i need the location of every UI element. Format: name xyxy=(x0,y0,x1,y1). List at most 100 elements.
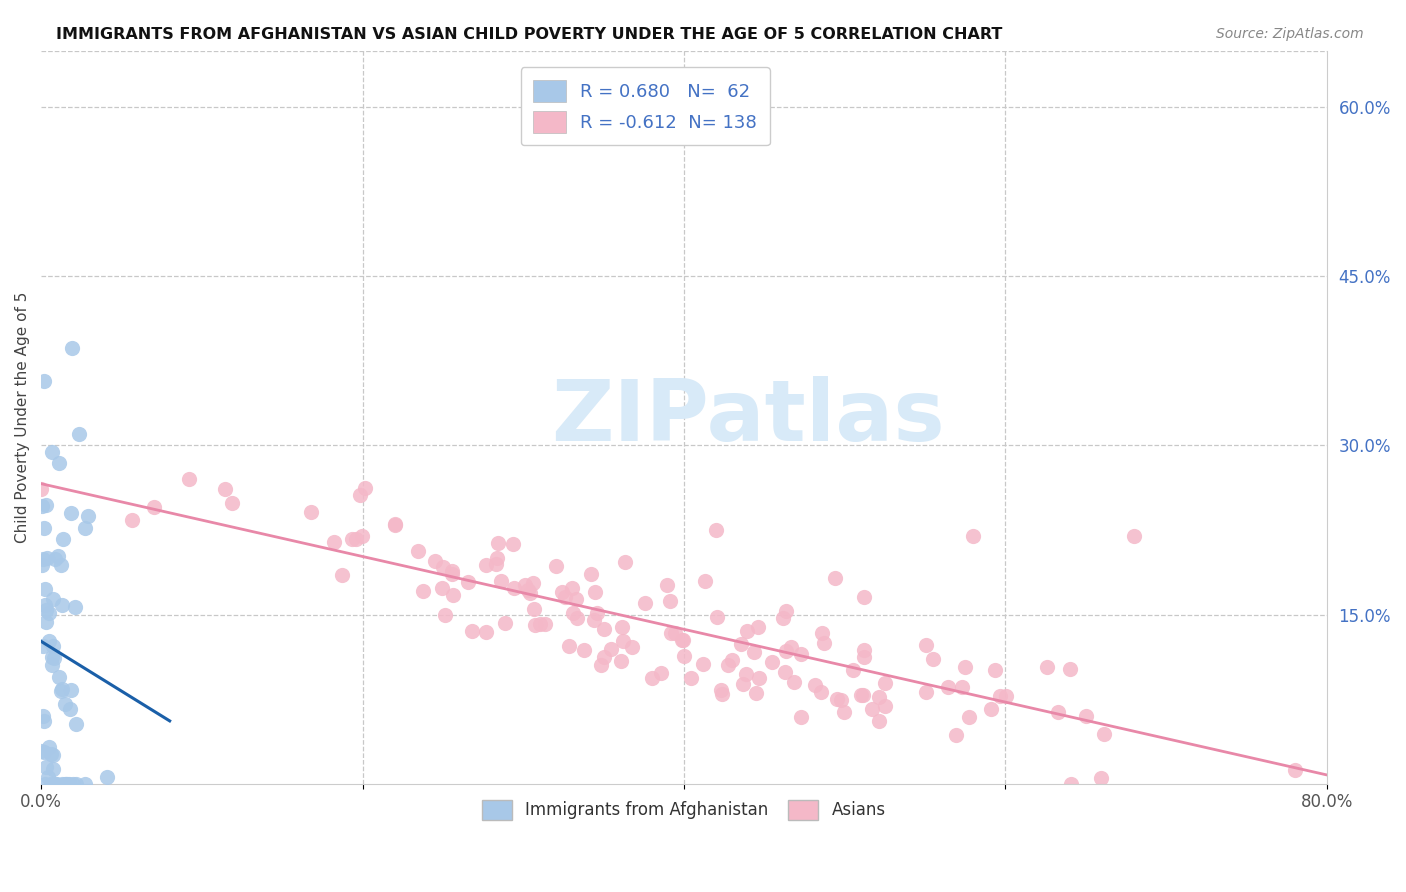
Point xyxy=(849,688,872,702)
Point xyxy=(34,745,56,759)
Point xyxy=(37,770,59,784)
Point xyxy=(457,575,479,590)
Point xyxy=(73,777,96,791)
Point xyxy=(561,582,583,596)
Point xyxy=(745,686,768,700)
Point xyxy=(747,620,769,634)
Point xyxy=(384,517,406,532)
Point xyxy=(494,615,516,630)
Point xyxy=(841,663,863,677)
Point xyxy=(551,584,574,599)
Point xyxy=(67,426,90,441)
Point xyxy=(593,650,616,665)
Point xyxy=(830,693,852,707)
Point xyxy=(1122,528,1144,542)
Point xyxy=(432,581,454,595)
Point xyxy=(299,505,322,519)
Point xyxy=(852,643,875,657)
Point xyxy=(650,665,672,680)
Point xyxy=(579,567,602,582)
Point xyxy=(938,680,960,694)
Point xyxy=(32,639,55,653)
Point xyxy=(671,633,693,648)
Point xyxy=(717,658,740,673)
Point xyxy=(824,571,846,585)
Point xyxy=(735,624,758,638)
Point xyxy=(582,613,605,627)
Point xyxy=(461,624,484,639)
Point xyxy=(38,633,60,648)
Point xyxy=(35,615,58,630)
Point xyxy=(868,690,890,704)
Point xyxy=(42,591,65,606)
Point xyxy=(610,620,633,634)
Point xyxy=(121,513,143,527)
Point xyxy=(583,585,606,599)
Point xyxy=(585,606,607,620)
Point xyxy=(810,684,832,698)
Point xyxy=(75,521,97,535)
Point xyxy=(612,633,634,648)
Point xyxy=(30,482,52,496)
Point xyxy=(873,675,896,690)
Point xyxy=(673,648,696,663)
Point xyxy=(735,667,758,681)
Point xyxy=(558,639,581,653)
Point xyxy=(31,552,53,566)
Point xyxy=(65,599,87,614)
Point xyxy=(561,606,583,620)
Point xyxy=(621,640,644,655)
Point xyxy=(489,574,512,588)
Point xyxy=(62,777,84,791)
Point xyxy=(214,482,236,496)
Point xyxy=(659,626,682,640)
Point xyxy=(486,551,509,566)
Point xyxy=(51,682,73,697)
Point xyxy=(432,560,454,574)
Point xyxy=(1046,706,1069,720)
Point xyxy=(852,650,875,665)
Point xyxy=(811,625,834,640)
Point xyxy=(65,777,87,791)
Point xyxy=(39,777,62,791)
Point xyxy=(42,650,65,665)
Point xyxy=(441,589,464,603)
Point xyxy=(42,762,65,776)
Point xyxy=(1090,771,1112,785)
Point xyxy=(679,671,702,685)
Point xyxy=(852,689,875,703)
Point xyxy=(950,680,973,694)
Point xyxy=(962,528,984,542)
Point xyxy=(349,488,371,502)
Point xyxy=(565,592,588,607)
Point xyxy=(813,636,835,650)
Point xyxy=(980,702,1002,716)
Point xyxy=(38,606,60,620)
Point xyxy=(44,552,66,566)
Point xyxy=(825,692,848,706)
Point xyxy=(406,544,429,558)
Point xyxy=(780,640,803,655)
Point xyxy=(775,604,797,618)
Point xyxy=(710,682,733,697)
Point xyxy=(761,655,783,669)
Text: ZIPatlas: ZIPatlas xyxy=(551,376,945,458)
Point xyxy=(1036,660,1059,674)
Point xyxy=(34,582,56,596)
Point xyxy=(35,760,58,774)
Point xyxy=(474,625,496,640)
Point xyxy=(522,576,544,591)
Point xyxy=(704,523,727,537)
Point xyxy=(31,558,53,572)
Point xyxy=(352,528,374,542)
Point xyxy=(486,536,509,550)
Point xyxy=(51,683,73,698)
Point xyxy=(860,702,883,716)
Point xyxy=(554,591,576,605)
Point xyxy=(659,594,682,608)
Point xyxy=(59,702,82,716)
Point xyxy=(384,518,406,533)
Point xyxy=(609,654,631,668)
Point xyxy=(655,578,678,592)
Point xyxy=(513,578,536,592)
